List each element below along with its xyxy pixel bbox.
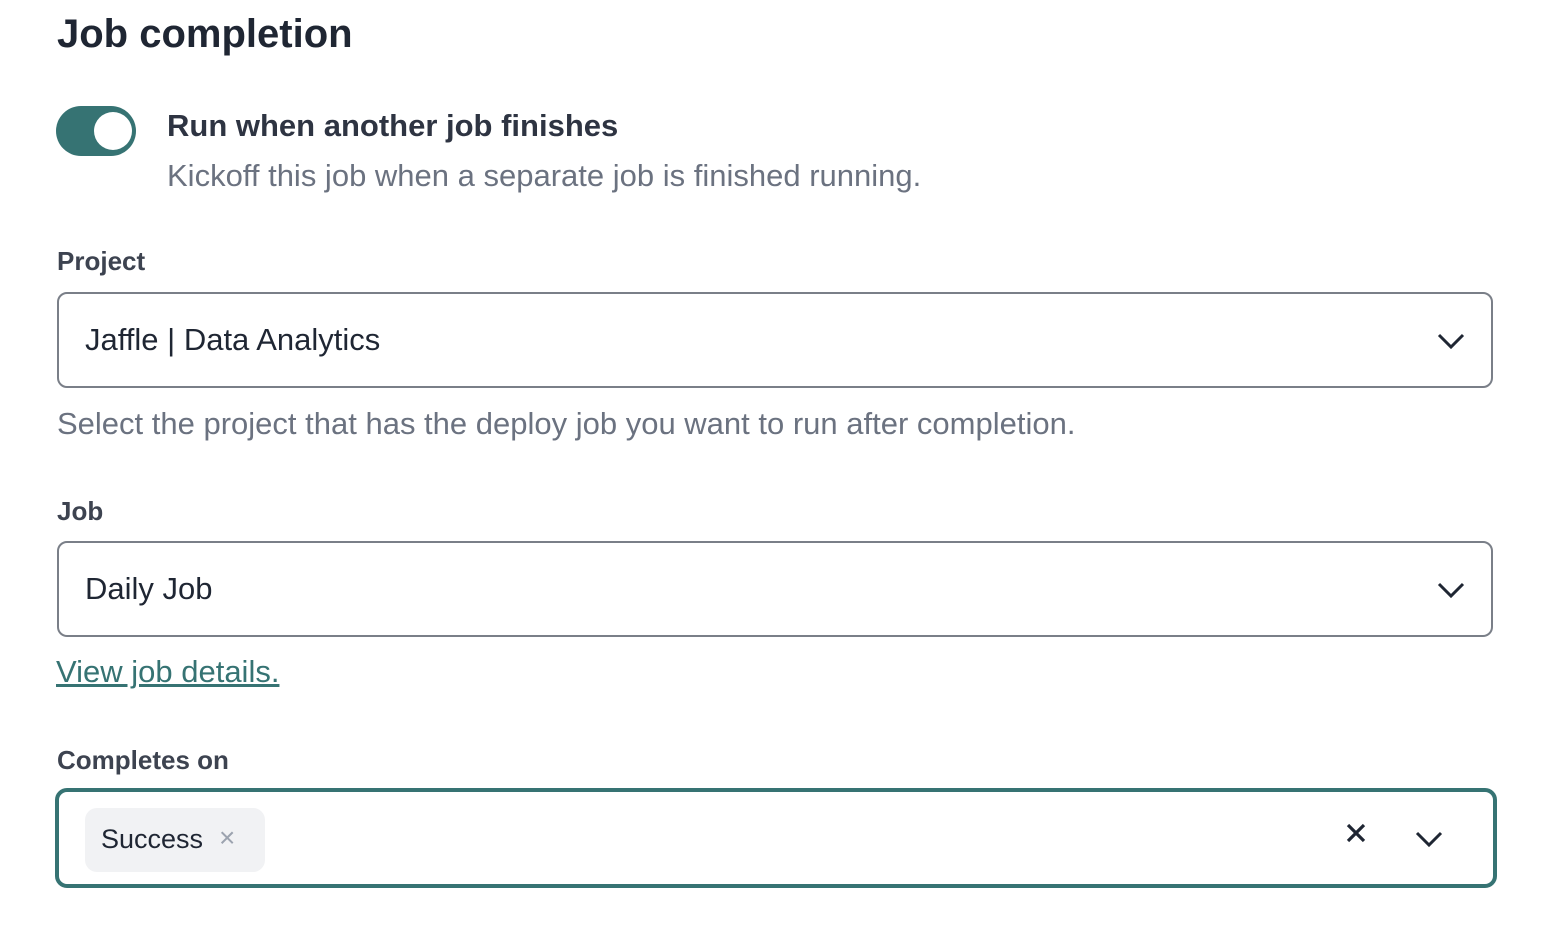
toggle-knob: [94, 112, 132, 150]
completes-on-multiselect[interactable]: Success ×: [55, 788, 1497, 888]
chip-remove-icon[interactable]: ×: [219, 822, 236, 853]
view-job-details-link[interactable]: View job details.: [56, 654, 280, 689]
project-label: Project: [57, 246, 146, 276]
chip-success: Success ×: [85, 808, 265, 872]
chevron-down-icon: [1437, 333, 1465, 350]
chevron-down-icon: [1437, 582, 1465, 599]
toggle-label: Run when another job finishes: [167, 108, 619, 143]
clear-icon[interactable]: [1345, 822, 1367, 844]
chevron-down-icon[interactable]: [1415, 830, 1443, 848]
completes-on-label: Completes on: [57, 745, 229, 775]
toggle-description: Kickoff this job when a separate job is …: [167, 158, 922, 193]
run-after-job-toggle[interactable]: [56, 106, 136, 156]
project-value: Jaffle | Data Analytics: [85, 322, 381, 357]
project-select[interactable]: Jaffle | Data Analytics: [57, 292, 1493, 388]
job-select[interactable]: Daily Job: [57, 541, 1493, 637]
section-title: Job completion: [57, 12, 353, 56]
project-help: Select the project that has the deploy j…: [57, 406, 1076, 441]
job-label: Job: [57, 496, 104, 526]
chip-label: Success: [101, 824, 204, 854]
job-value: Daily Job: [85, 571, 213, 606]
